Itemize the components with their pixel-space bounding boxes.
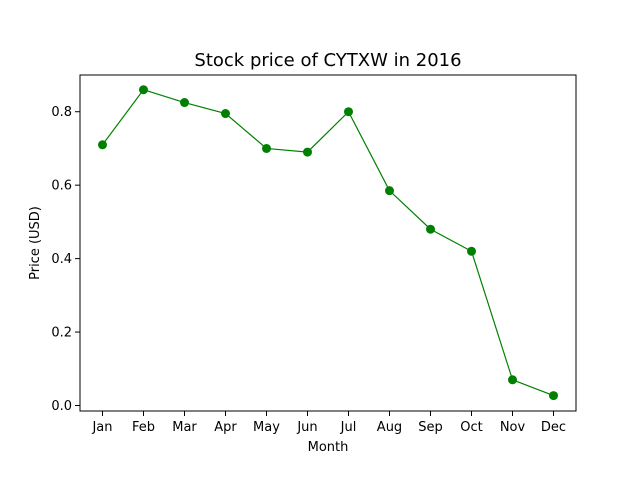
y-tick-label: 0.4: [51, 252, 72, 267]
y-tick-label: 0.8: [51, 105, 72, 120]
x-tick-label: Apr: [214, 420, 237, 435]
y-axis: 0.0 0.2 0.4 0.6 0.8: [51, 105, 80, 414]
data-point: [508, 375, 517, 385]
data-point: [303, 147, 312, 157]
y-tick-label: 0.2: [51, 326, 72, 341]
data-point: [549, 391, 558, 401]
data-point: [139, 85, 148, 95]
data-point: [180, 98, 189, 108]
plot-area-frame: [79, 74, 577, 412]
y-tick-label: 0.6: [51, 179, 72, 194]
data-point: [344, 107, 353, 117]
x-axis: Jan Feb Mar Apr May Jun Jul Aug Sep Oct Nov Dec: [91, 411, 566, 435]
x-tick-label: Jan: [91, 420, 112, 435]
x-tick-label: Sep: [418, 420, 443, 435]
x-tick-label: Oct: [460, 420, 482, 435]
x-tick-label: Feb: [132, 420, 155, 435]
data-point: [262, 143, 271, 153]
x-tick-label: Jul: [340, 420, 357, 435]
series-line: [102, 88, 554, 397]
x-tick-label: Mar: [172, 420, 197, 435]
data-point: [426, 224, 435, 234]
data-point: [467, 246, 476, 256]
y-tick-label: 0.0: [51, 399, 72, 414]
x-tick-label: Jun: [296, 420, 317, 435]
chart-title: Stock price of CYTXW in 2016: [194, 50, 461, 71]
x-tick-label: Dec: [541, 420, 566, 435]
x-tick-label: Aug: [377, 420, 402, 435]
x-tick-label: Nov: [500, 420, 526, 435]
x-axis-label: Month: [308, 440, 349, 455]
data-point: [385, 186, 394, 196]
data-point: [98, 140, 107, 150]
y-axis-label: Price (USD): [28, 206, 43, 280]
data-point: [221, 109, 230, 119]
series-layer: [98, 85, 558, 401]
x-tick-label: May: [253, 420, 280, 435]
